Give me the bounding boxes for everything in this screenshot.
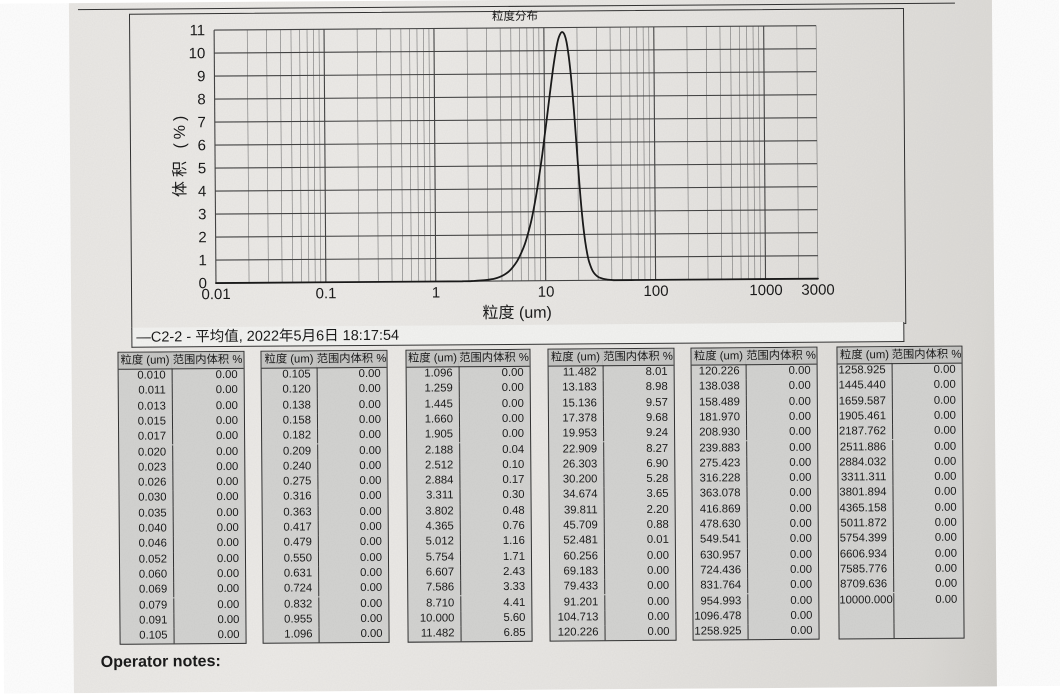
svg-text:6: 6 (198, 137, 206, 154)
svg-text:2: 2 (198, 229, 206, 246)
svg-text:3: 3 (198, 206, 206, 223)
svg-text:8: 8 (197, 91, 205, 108)
svg-text:粒度 (um): 粒度 (um) (482, 304, 551, 323)
svg-text:1: 1 (198, 252, 206, 269)
svg-text:100: 100 (643, 283, 668, 300)
svg-text:粒度分布: 粒度分布 (492, 9, 538, 23)
svg-text:7: 7 (197, 114, 205, 131)
svg-text:5: 5 (198, 160, 206, 177)
svg-text:10: 10 (538, 284, 555, 301)
svg-text:0.01: 0.01 (201, 286, 230, 303)
svg-text:0.1: 0.1 (316, 285, 337, 302)
svg-text:11: 11 (189, 22, 205, 39)
svg-text:1: 1 (432, 284, 440, 301)
svg-text:9: 9 (197, 68, 205, 85)
svg-text:1000: 1000 (749, 282, 782, 299)
svg-text:3000: 3000 (801, 282, 834, 299)
svg-text:4: 4 (198, 183, 206, 200)
svg-text:10: 10 (189, 45, 206, 62)
